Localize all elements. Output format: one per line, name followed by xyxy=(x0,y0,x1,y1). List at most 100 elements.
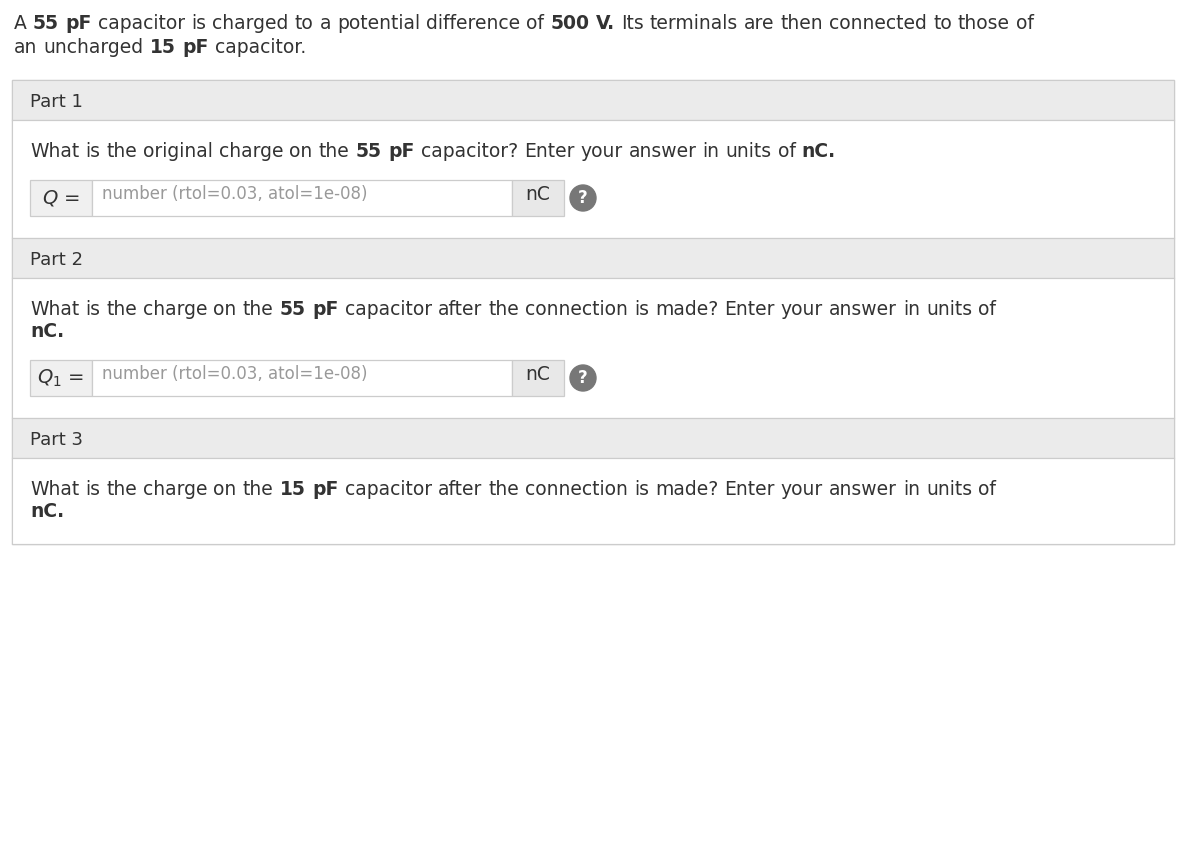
Text: 55: 55 xyxy=(280,300,306,319)
Text: 15: 15 xyxy=(149,38,176,57)
Bar xyxy=(12,80,1174,120)
Circle shape xyxy=(570,185,597,211)
Text: V.: V. xyxy=(595,14,614,33)
Text: ?: ? xyxy=(578,369,588,387)
Text: Enter: Enter xyxy=(524,142,574,161)
Text: answer: answer xyxy=(829,480,897,499)
Text: nC: nC xyxy=(525,365,550,384)
Text: nC.: nC. xyxy=(30,322,64,341)
Text: is: is xyxy=(191,14,206,33)
Text: number (rtol=0.03, atol=1e-08): number (rtol=0.03, atol=1e-08) xyxy=(102,365,368,383)
Bar xyxy=(512,360,565,396)
Text: What: What xyxy=(30,300,79,319)
Circle shape xyxy=(570,365,597,391)
Text: to: to xyxy=(933,14,952,33)
Text: on: on xyxy=(213,480,237,499)
Text: units: units xyxy=(726,142,772,161)
Text: 15: 15 xyxy=(280,480,305,499)
Text: of: of xyxy=(978,300,996,319)
Bar xyxy=(30,180,93,216)
Text: is: is xyxy=(85,480,101,499)
Text: your: your xyxy=(580,142,623,161)
Text: Part 2: Part 2 xyxy=(30,251,83,269)
Text: units: units xyxy=(926,480,973,499)
Text: made?: made? xyxy=(655,480,719,499)
Text: capacitor: capacitor xyxy=(98,14,185,33)
Text: $Q$ =: $Q$ = xyxy=(42,188,79,208)
Text: Its: Its xyxy=(621,14,644,33)
Text: Part 1: Part 1 xyxy=(30,93,83,111)
Text: connection: connection xyxy=(525,300,629,319)
Text: the: the xyxy=(489,480,519,499)
Text: is: is xyxy=(635,300,649,319)
Bar xyxy=(12,278,1174,418)
Text: nC.: nC. xyxy=(802,142,836,161)
Text: are: are xyxy=(745,14,774,33)
Bar xyxy=(93,180,512,216)
Text: nC.: nC. xyxy=(30,502,64,521)
Bar xyxy=(12,120,1174,238)
Text: made?: made? xyxy=(655,300,719,319)
Text: the: the xyxy=(319,142,350,161)
Text: those: those xyxy=(958,14,1010,33)
Text: units: units xyxy=(926,300,973,319)
Text: answer: answer xyxy=(629,142,696,161)
Text: of: of xyxy=(978,480,996,499)
Text: difference: difference xyxy=(426,14,521,33)
Text: nC: nC xyxy=(525,185,550,204)
Text: Enter: Enter xyxy=(725,300,774,319)
Text: connected: connected xyxy=(829,14,927,33)
Text: 55: 55 xyxy=(356,142,382,161)
Text: of: of xyxy=(778,142,796,161)
Text: capacitor: capacitor xyxy=(345,300,432,319)
Text: terminals: terminals xyxy=(650,14,738,33)
Text: pF: pF xyxy=(312,300,338,319)
Text: to: to xyxy=(295,14,313,33)
Text: is: is xyxy=(85,300,101,319)
Text: the: the xyxy=(107,142,138,161)
Text: the: the xyxy=(107,480,138,499)
Text: pF: pF xyxy=(181,38,209,57)
Bar xyxy=(12,80,1174,544)
Text: the: the xyxy=(107,300,138,319)
Text: capacitor: capacitor xyxy=(345,480,432,499)
Text: the: the xyxy=(243,300,274,319)
Text: your: your xyxy=(780,480,823,499)
Text: an: an xyxy=(14,38,38,57)
Bar xyxy=(30,360,93,396)
Text: in: in xyxy=(903,300,920,319)
Text: uncharged: uncharged xyxy=(44,38,144,57)
Text: $Q_1$ =: $Q_1$ = xyxy=(38,367,84,389)
Text: of: of xyxy=(1016,14,1034,33)
Text: A: A xyxy=(14,14,27,33)
Text: capacitor?: capacitor? xyxy=(421,142,518,161)
Text: capacitor.: capacitor. xyxy=(215,38,306,57)
Text: What: What xyxy=(30,142,79,161)
Text: is: is xyxy=(85,142,101,161)
Text: after: after xyxy=(438,480,483,499)
Text: original: original xyxy=(144,142,212,161)
Text: your: your xyxy=(780,300,823,319)
Bar xyxy=(12,238,1174,278)
Text: on: on xyxy=(213,300,237,319)
Text: charged: charged xyxy=(212,14,288,33)
Text: pF: pF xyxy=(312,480,338,499)
Bar xyxy=(512,180,565,216)
Text: number (rtol=0.03, atol=1e-08): number (rtol=0.03, atol=1e-08) xyxy=(102,185,368,203)
Text: pF: pF xyxy=(65,14,91,33)
Text: charge: charge xyxy=(144,480,208,499)
Text: in: in xyxy=(702,142,720,161)
Text: Part 3: Part 3 xyxy=(30,431,83,449)
Bar xyxy=(93,360,512,396)
Text: then: then xyxy=(780,14,823,33)
Text: charge: charge xyxy=(219,142,283,161)
Text: Enter: Enter xyxy=(725,480,774,499)
Text: answer: answer xyxy=(829,300,897,319)
Text: the: the xyxy=(243,480,274,499)
Text: 500: 500 xyxy=(550,14,589,33)
Text: potential: potential xyxy=(337,14,420,33)
Text: connection: connection xyxy=(525,480,627,499)
Text: after: after xyxy=(438,300,483,319)
Text: charge: charge xyxy=(144,300,208,319)
Text: ?: ? xyxy=(578,189,588,207)
